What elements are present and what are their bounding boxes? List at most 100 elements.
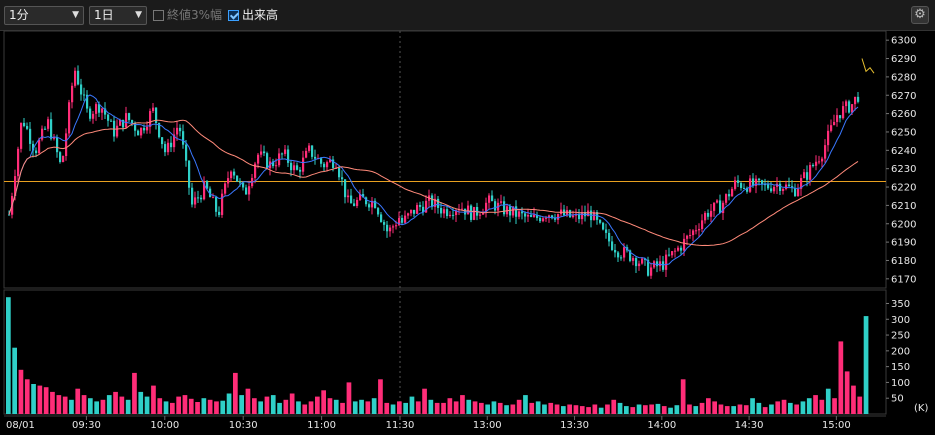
candle [383,219,386,231]
volume-bar [762,407,768,414]
volume-bar [390,404,396,414]
volume-bar [352,401,358,414]
volume-bar [125,399,131,414]
price-tick-label: 6250 [891,127,916,138]
candle [149,108,152,134]
volume-bar [794,404,799,414]
candle-body [359,194,362,200]
volume-tick-label: 250 [891,331,910,342]
candle [527,208,530,223]
volume-bar [397,401,402,414]
candle-body [578,213,581,220]
volume-bar [838,341,844,414]
candle [836,108,839,127]
volume-bar [365,401,371,414]
candle-body [179,127,182,132]
candle [128,112,131,123]
candle-body [698,228,701,231]
candle-body [134,123,137,131]
candle-body [710,210,713,217]
chevron-down-icon: ▼ [72,10,79,20]
price-tick-label: 6170 [891,274,916,285]
time-tick-label: 09:30 [72,420,101,431]
candle-body [785,184,788,189]
candle-body [599,219,602,223]
volume-bar [37,385,43,414]
candle-body [344,179,347,198]
volume-bar [43,387,49,414]
candle [107,113,110,127]
candle-body [779,183,782,192]
candle-body [713,202,716,211]
volume-bar [624,406,629,414]
time-tick-label: 13:00 [473,420,502,431]
volume-bar [201,398,207,414]
candle [443,206,446,219]
period-select[interactable]: 1日 ▼ [89,6,147,25]
candle-body [473,207,476,220]
candle [797,183,800,197]
time-tick-label: 08/01 [6,420,35,431]
candle [569,209,572,219]
volume-bar [743,405,749,414]
candle-body [119,119,122,126]
candle-body [857,96,860,102]
candle-body [35,150,38,154]
closing3pct-checkbox[interactable]: 終値3%幅 [153,7,222,23]
candle-body [641,258,644,264]
volume-checkbox[interactable]: 出来高 [228,7,278,23]
candle-body [104,108,107,115]
candle [236,175,239,182]
candle [707,209,710,220]
candle-body [572,215,575,218]
volume-bar [296,401,301,414]
candle-body [41,128,44,140]
gear-icon: ⚙ [914,7,926,22]
interval-select[interactable]: 1分 ▼ [4,6,84,25]
volume-bar [434,402,440,414]
volume-bar [737,404,743,414]
volume-bar [769,404,774,414]
candle [524,211,527,223]
candle-body [182,131,185,145]
settings-button[interactable]: ⚙ [911,6,929,24]
candle-body [836,115,839,122]
candle-body [479,214,482,216]
candle-body [215,197,218,212]
candle [260,144,263,158]
candle-body [74,70,77,86]
candle [254,161,257,184]
candle-body [725,194,728,203]
candle-body [602,222,605,230]
candle-body [833,121,836,126]
volume-tick-label: 350 [891,299,910,310]
candle-body [308,145,311,151]
candle-body [746,188,749,192]
candle [824,139,827,163]
candle-body [230,171,233,179]
volume-bar [214,401,219,414]
chevron-down-icon: ▼ [135,10,142,20]
candle-body [188,160,191,188]
candle [224,182,227,197]
candle-body [323,163,326,168]
candle-body [791,186,794,188]
candle-body [680,247,683,251]
candle-body [581,212,584,220]
candle [419,201,422,211]
candle [221,189,224,218]
candle [365,196,368,207]
volume-bar [460,395,465,414]
candle-body [8,214,11,216]
candle-body [434,198,437,207]
volume-bar [781,399,787,414]
volume-bar [88,398,93,414]
time-tick-label: 11:00 [307,420,336,431]
candle [407,212,410,219]
candle-body [542,218,545,222]
candle [323,161,326,172]
candle-body [419,205,422,207]
candle-body [653,261,656,268]
candle-body [770,188,773,192]
candle-body [533,214,536,217]
